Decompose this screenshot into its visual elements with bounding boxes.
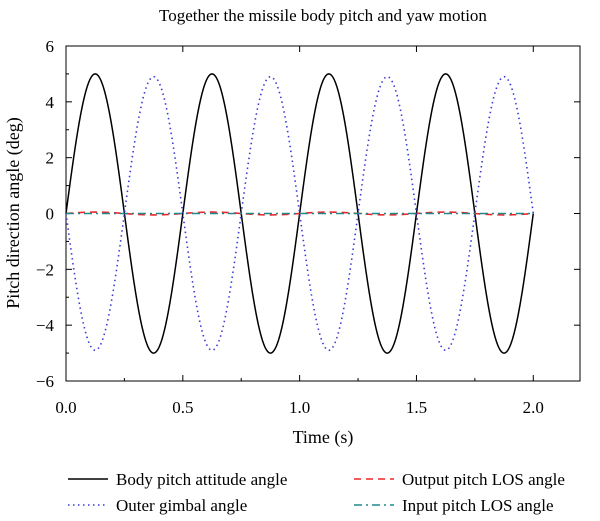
y-axis-label: Pitch direction angle (deg) <box>3 117 24 308</box>
x-tick-label: 0.0 <box>55 398 76 417</box>
x-tick-label: 1.5 <box>406 398 427 417</box>
legend-item: Body pitch attitude angle <box>68 470 287 489</box>
legend-label: Output pitch LOS angle <box>402 470 565 489</box>
legend-item: Input pitch LOS angle <box>354 496 554 515</box>
y-tick-label: −2 <box>36 260 54 279</box>
y-tick-label: 4 <box>46 93 55 112</box>
x-axis-label: Time (s) <box>293 427 354 448</box>
legend-label: Body pitch attitude angle <box>116 470 287 489</box>
legend-item: Outer gimbal angle <box>68 496 247 515</box>
x-axis-ticks: 0.0 0.5 1.0 1.5 2.0 <box>55 46 544 417</box>
y-tick-label: −4 <box>36 316 55 335</box>
y-tick-label: 6 <box>46 37 55 56</box>
series-layer <box>65 73 535 354</box>
legend: Body pitch attitude angle Output pitch LO… <box>68 470 565 515</box>
series-line <box>65 211 534 216</box>
legend-label: Outer gimbal angle <box>116 496 247 515</box>
y-tick-label: 2 <box>46 149 55 168</box>
x-tick-label: 0.5 <box>172 398 193 417</box>
y-tick-label: 0 <box>46 205 55 224</box>
y-axis-ticks: −6 −4 −2 0 2 4 6 <box>36 37 580 391</box>
y-tick-label: −6 <box>36 372 54 391</box>
x-tick-label: 1.0 <box>289 398 310 417</box>
legend-label: Input pitch LOS angle <box>402 496 554 515</box>
legend-item: Output pitch LOS angle <box>354 470 565 489</box>
x-tick-label: 2.0 <box>523 398 544 417</box>
chart-title: Together the missile body pitch and yaw … <box>159 6 487 25</box>
